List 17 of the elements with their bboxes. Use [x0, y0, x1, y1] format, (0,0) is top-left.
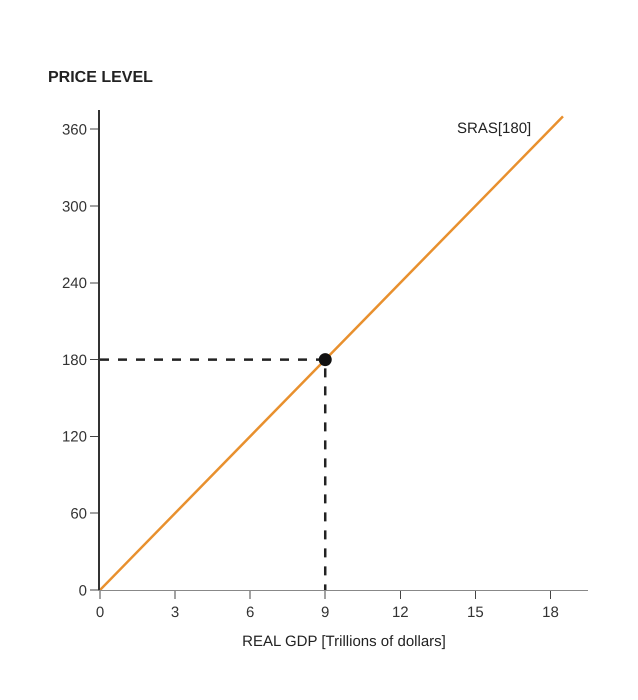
x-tick-label: 6 [246, 604, 254, 621]
x-tick-label: 15 [467, 604, 484, 621]
y-tick-label: 300 [62, 198, 87, 216]
x-tick-label: 12 [392, 604, 409, 621]
y-tick-label: 180 [62, 352, 87, 369]
y-axis-title: PRICE LEVEL [48, 69, 154, 86]
series-label: SRAS[180] [457, 120, 532, 137]
y-tick-label: 240 [62, 275, 87, 292]
y-tick-label: 360 [62, 121, 87, 138]
x-axis-title: REAL GDP [Trillions of dollars] [242, 633, 446, 650]
x-tick-label: 18 [542, 604, 559, 621]
y-tick-label: 0 [78, 582, 87, 600]
y-tick-label: 120 [62, 428, 87, 446]
x-tick-label: 9 [321, 604, 330, 621]
y-tick-label: 60 [70, 505, 87, 522]
x-tick-label: 3 [170, 604, 180, 621]
x-tick-label: 0 [96, 604, 104, 621]
